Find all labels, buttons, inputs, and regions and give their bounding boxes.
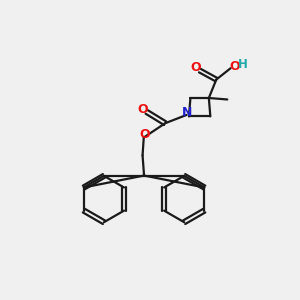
Text: O: O <box>138 103 148 116</box>
Text: N: N <box>182 106 193 119</box>
Text: O: O <box>139 128 150 141</box>
Text: O: O <box>229 60 240 73</box>
Text: H: H <box>238 58 248 71</box>
Text: O: O <box>190 61 201 74</box>
